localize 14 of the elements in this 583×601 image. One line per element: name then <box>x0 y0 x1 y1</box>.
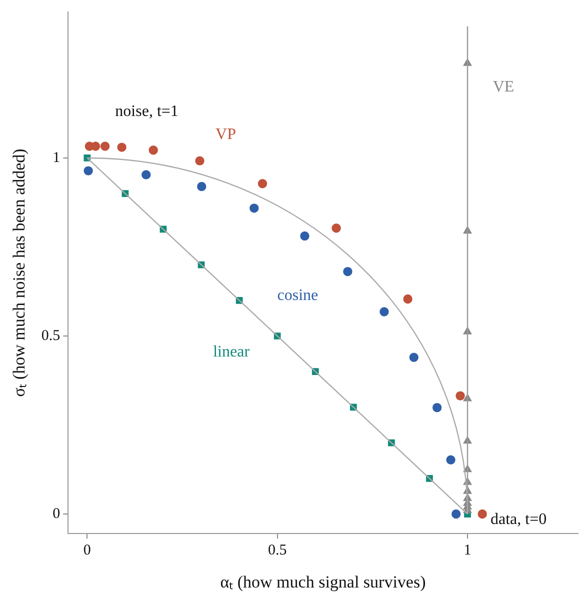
series-label: VE <box>492 78 514 96</box>
y-tick-label: 1 <box>52 150 60 166</box>
x-axis-title: αₜ (how much signal survives) <box>220 572 426 592</box>
x-tick-label: 0 <box>83 542 91 559</box>
series-label: cosine <box>277 287 318 304</box>
x-tick-label: 0.5 <box>268 542 287 559</box>
y-axis-title: σₜ (how much noise has been added) <box>10 148 29 397</box>
y-tick-label: 0 <box>52 506 60 522</box>
annotation: data, t=0 <box>490 511 547 528</box>
series-label: VP <box>216 126 236 144</box>
y-tick-label: 0.5 <box>41 328 60 344</box>
annotation: noise, t=1 <box>115 103 178 120</box>
series-label: linear <box>213 344 250 361</box>
x-tick-label: 1 <box>464 542 472 559</box>
